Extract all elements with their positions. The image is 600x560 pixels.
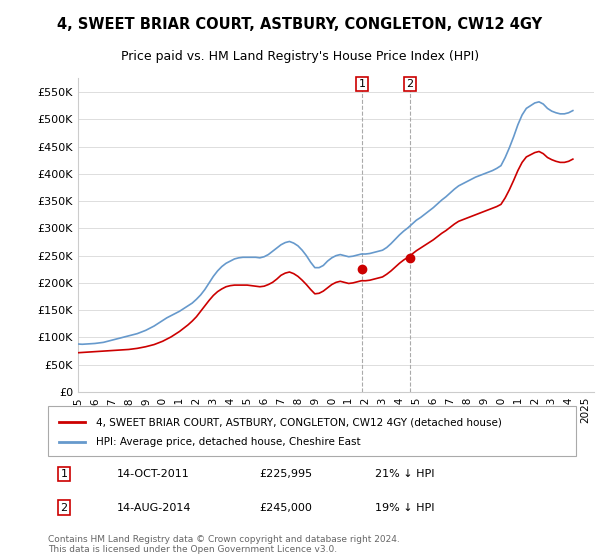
Text: 21% ↓ HPI: 21% ↓ HPI: [376, 469, 435, 479]
Text: 2: 2: [60, 502, 67, 512]
Text: 4, SWEET BRIAR COURT, ASTBURY, CONGLETON, CW12 4GY (detached house): 4, SWEET BRIAR COURT, ASTBURY, CONGLETON…: [95, 417, 502, 427]
Text: 1: 1: [359, 79, 365, 89]
Text: Contains HM Land Registry data © Crown copyright and database right 2024.
This d: Contains HM Land Registry data © Crown c…: [48, 535, 400, 554]
Text: 14-AUG-2014: 14-AUG-2014: [116, 502, 191, 512]
Text: 14-OCT-2011: 14-OCT-2011: [116, 469, 190, 479]
FancyBboxPatch shape: [48, 406, 576, 456]
Text: 4, SWEET BRIAR COURT, ASTBURY, CONGLETON, CW12 4GY: 4, SWEET BRIAR COURT, ASTBURY, CONGLETON…: [58, 17, 542, 32]
Text: Price paid vs. HM Land Registry's House Price Index (HPI): Price paid vs. HM Land Registry's House …: [121, 50, 479, 63]
Text: 19% ↓ HPI: 19% ↓ HPI: [376, 502, 435, 512]
Text: 2: 2: [406, 79, 413, 89]
Text: 1: 1: [61, 469, 67, 479]
Text: HPI: Average price, detached house, Cheshire East: HPI: Average price, detached house, Ches…: [95, 437, 360, 447]
Text: £245,000: £245,000: [259, 502, 312, 512]
Text: £225,995: £225,995: [259, 469, 313, 479]
